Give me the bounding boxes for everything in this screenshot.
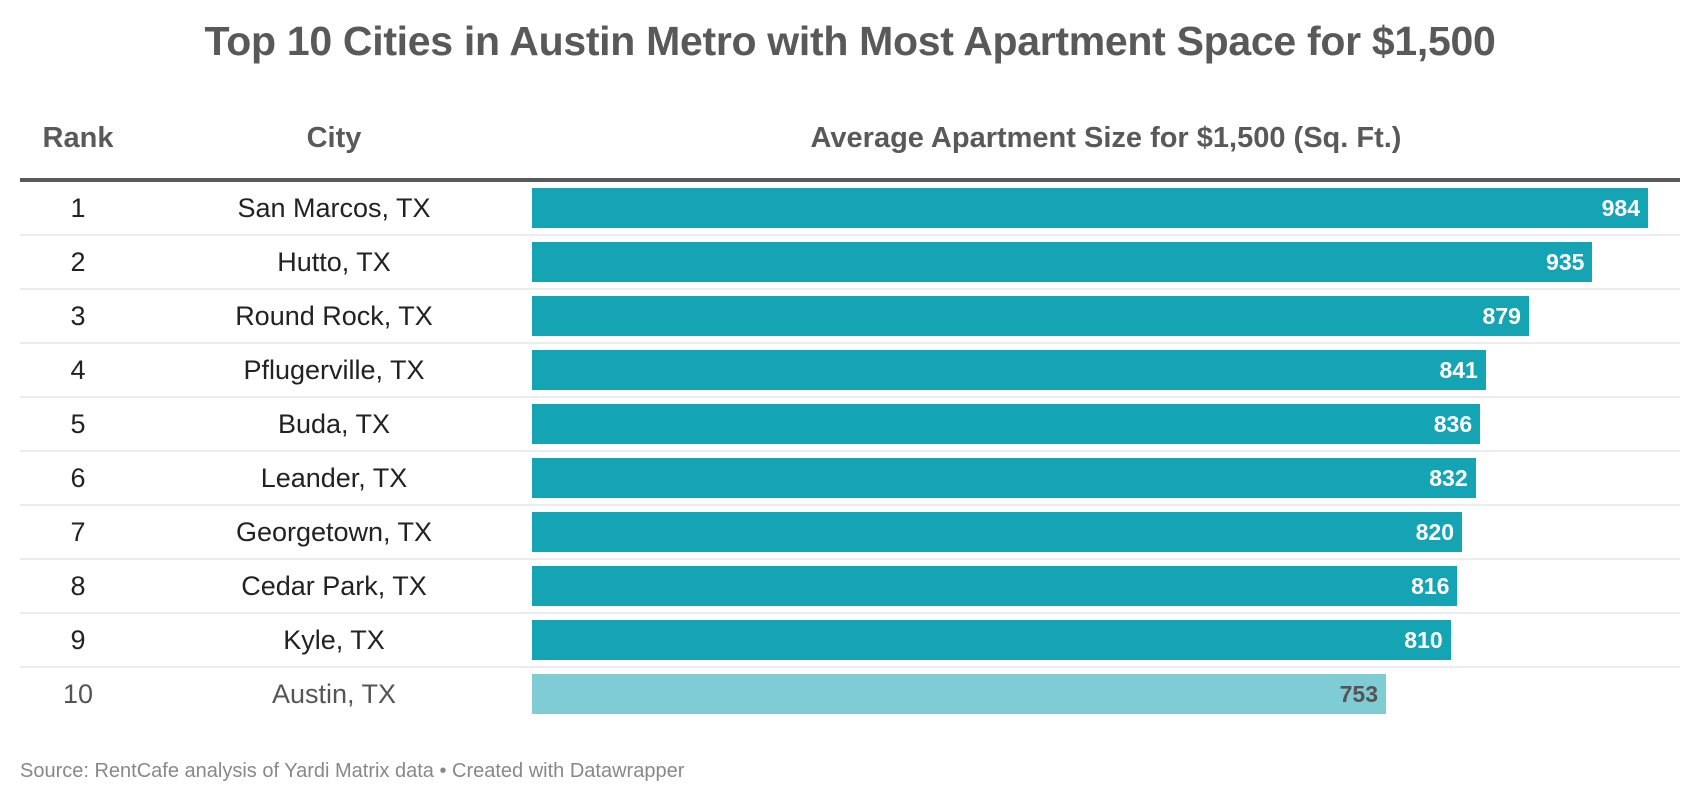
rank-cell: 2 bbox=[70, 247, 86, 277]
bar-value-label: 935 bbox=[1546, 249, 1585, 275]
size-bar: 753 bbox=[532, 674, 1386, 714]
table-row: 4 Pflugerville, TX 841 bbox=[20, 344, 1680, 398]
table-body: 1 San Marcos, TX 984 2 Hutto, TX 935 3 Round Ro… bbox=[20, 182, 1680, 722]
city-cell: Austin, TX bbox=[271, 679, 397, 709]
rank-cell: 7 bbox=[70, 517, 86, 547]
rank-cell: 3 bbox=[70, 301, 86, 331]
table-row: 5 Buda, TX 836 bbox=[20, 398, 1680, 452]
size-bar: 841 bbox=[532, 350, 1486, 390]
city-cell: Leander, TX bbox=[260, 463, 408, 493]
rank-cell: 4 bbox=[70, 355, 86, 385]
bar-value-label: 810 bbox=[1404, 627, 1443, 653]
size-bar: 935 bbox=[532, 242, 1593, 282]
table-row: 3 Round Rock, TX 879 bbox=[20, 290, 1680, 344]
size-bar: 832 bbox=[532, 458, 1476, 498]
bar-value-label: 753 bbox=[1339, 681, 1378, 707]
city-cell: Cedar Park, TX bbox=[241, 571, 427, 601]
bar-value-label: 984 bbox=[1601, 195, 1640, 221]
city-cell: Buda, TX bbox=[277, 409, 391, 439]
column-header-size[interactable]: Average Apartment Size for $1,500 (Sq. F… bbox=[810, 122, 1402, 154]
city-cell: Pflugerville, TX bbox=[243, 355, 425, 385]
table-row: 1 San Marcos, TX 984 bbox=[20, 182, 1680, 236]
table-row: 10 Austin, TX 753 bbox=[20, 668, 1680, 722]
table-row: 6 Leander, TX 832 bbox=[20, 452, 1680, 506]
rank-cell: 5 bbox=[70, 409, 86, 439]
city-cell: Kyle, TX bbox=[283, 625, 385, 655]
chart-title: Top 10 Cities in Austin Metro with Most … bbox=[204, 18, 1496, 64]
header-divider bbox=[20, 178, 1680, 182]
table-row: 9 Kyle, TX 810 bbox=[20, 614, 1680, 668]
table-row: 7 Georgetown, TX 820 bbox=[20, 506, 1680, 560]
rank-cell: 6 bbox=[70, 463, 86, 493]
size-bar: 816 bbox=[532, 566, 1458, 606]
bar-value-label: 836 bbox=[1433, 411, 1473, 437]
size-bar: 836 bbox=[532, 404, 1481, 444]
size-bar: 820 bbox=[532, 512, 1462, 552]
bar-value-label: 820 bbox=[1415, 519, 1454, 545]
rank-cell: 9 bbox=[70, 625, 86, 655]
bar-value-label: 841 bbox=[1439, 357, 1478, 383]
city-cell: Round Rock, TX bbox=[235, 301, 433, 331]
city-cell: Hutto, TX bbox=[277, 247, 391, 277]
bar-value-label: 816 bbox=[1411, 573, 1450, 599]
bar-value-label: 879 bbox=[1482, 303, 1521, 329]
city-cell: Georgetown, TX bbox=[235, 517, 433, 547]
size-bar: 984 bbox=[532, 188, 1648, 228]
size-bar: 879 bbox=[532, 296, 1529, 336]
bar-value-label: 832 bbox=[1429, 465, 1468, 491]
table-row: 8 Cedar Park, TX 816 bbox=[20, 560, 1680, 614]
rank-cell: 10 bbox=[62, 679, 94, 709]
city-cell: San Marcos, TX bbox=[237, 193, 431, 223]
size-bar: 810 bbox=[532, 620, 1451, 660]
source-note: Source: RentCafe analysis of Yardi Matri… bbox=[20, 760, 685, 782]
column-header-rank[interactable]: Rank bbox=[42, 122, 114, 154]
rank-cell: 1 bbox=[70, 193, 86, 223]
table-row: 2 Hutto, TX 935 bbox=[20, 236, 1680, 290]
rank-cell: 8 bbox=[70, 571, 86, 601]
column-header-city[interactable]: City bbox=[306, 122, 362, 154]
